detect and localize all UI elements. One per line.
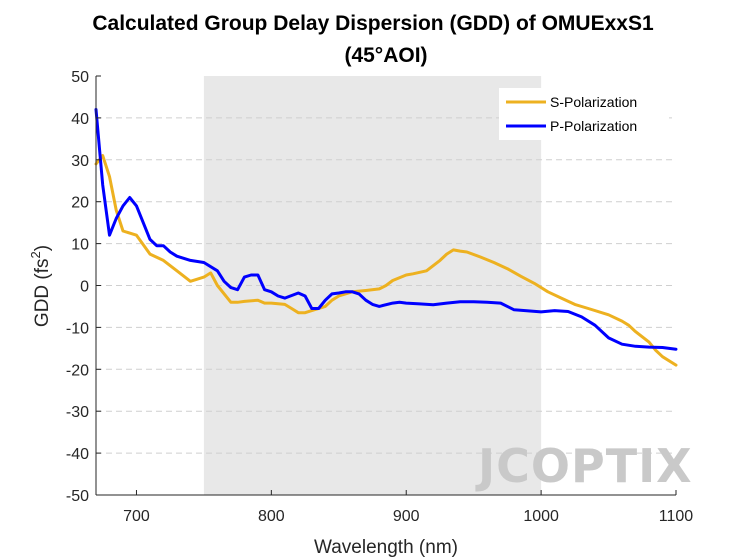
y-axis-label: GDD (fs2) bbox=[28, 245, 53, 327]
y-tick-label-40: 40 bbox=[71, 111, 89, 128]
watermark-logo: JCOPTIX bbox=[475, 439, 693, 493]
x-tick-label-1000: 1000 bbox=[523, 508, 559, 525]
x-tick-label-800: 800 bbox=[258, 508, 285, 525]
y-tick-label--10: -10 bbox=[66, 320, 89, 337]
x-tick-label-900: 900 bbox=[393, 508, 420, 525]
y-tick-label--40: -40 bbox=[66, 446, 89, 463]
y-tick-label-20: 20 bbox=[71, 195, 89, 212]
legend-box bbox=[499, 88, 669, 140]
series-line-p-polarization bbox=[94, 108, 678, 351]
y-axis-label-main: GDD (fs bbox=[32, 258, 53, 327]
chart-title-line2: (45°AOI) bbox=[344, 44, 427, 67]
x-axis-label: Wavelength (nm) bbox=[314, 537, 458, 558]
y-tick-label-10: 10 bbox=[71, 237, 89, 254]
legend-label-p: P-Polarization bbox=[550, 118, 637, 134]
y-axis-label-close: ) bbox=[32, 245, 53, 251]
y-tick-label-50: 50 bbox=[71, 69, 89, 86]
y-tick-label--50: -50 bbox=[66, 488, 89, 505]
y-tick-label-0: 0 bbox=[80, 279, 89, 296]
series-layer bbox=[94, 108, 678, 367]
y-tick-label--30: -30 bbox=[66, 404, 89, 421]
legend-label-s: S-Polarization bbox=[550, 94, 637, 110]
x-tick-label-1100: 1100 bbox=[659, 508, 694, 525]
y-axis-label-sup: 2 bbox=[28, 251, 43, 258]
chart-title-line1: Calculated Group Delay Dispersion (GDD) … bbox=[92, 12, 654, 35]
y-tick-label-30: 30 bbox=[71, 153, 89, 170]
legend: S-Polarization P-Polarization bbox=[499, 88, 669, 140]
tick-layer: 700 800 900 1000 1100 -50 -40 -30 -20 -10 0 10 20 30 4… bbox=[66, 69, 693, 525]
x-tick-label-700: 700 bbox=[123, 508, 150, 525]
y-tick-label--20: -20 bbox=[66, 362, 89, 379]
